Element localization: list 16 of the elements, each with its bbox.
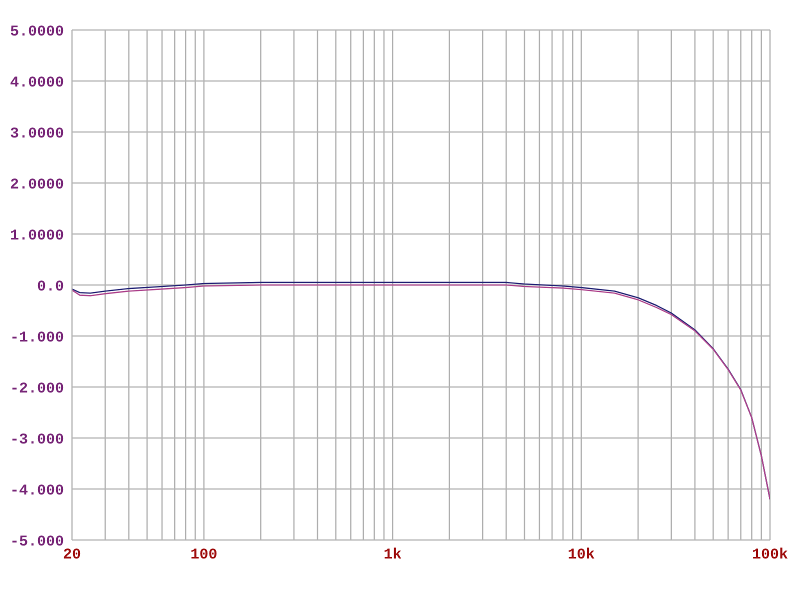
y-tick-label: 4.0000 <box>10 74 64 92</box>
y-tick-label: -4.000 <box>10 482 64 500</box>
y-tick-label: -5.000 <box>10 533 64 550</box>
y-tick-label: 5.0000 <box>10 23 64 40</box>
y-tick-label: -1.000 <box>10 329 64 346</box>
x-tick-label: 10k <box>568 546 595 564</box>
y-tick-label: -2.000 <box>10 380 64 398</box>
y-tick-label: 2.0000 <box>10 176 64 194</box>
y-tick-label: 0.0 <box>36 278 64 296</box>
x-tick-label: 100 <box>190 546 218 564</box>
x-tick-label: 100k <box>752 546 788 564</box>
y-tick-label: 1.0000 <box>10 227 64 244</box>
y-tick-label: -3.000 <box>10 431 64 448</box>
y-tick-label: 3.0000 <box>10 125 64 142</box>
x-tick-label: 1k <box>384 546 402 564</box>
x-tick-label: 20 <box>62 546 82 564</box>
